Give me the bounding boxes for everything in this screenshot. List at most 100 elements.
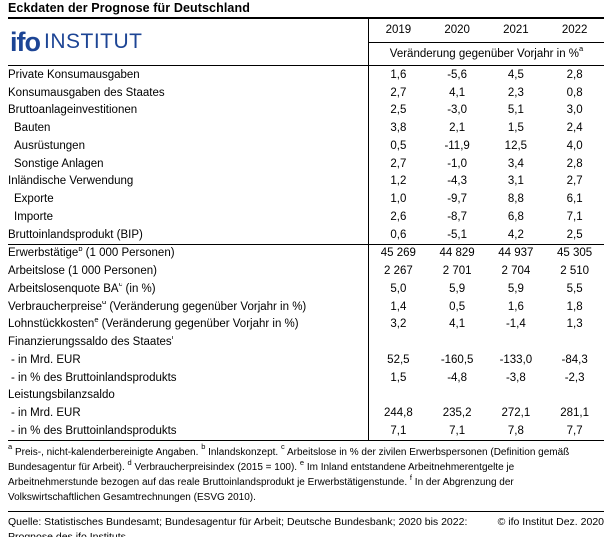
ifo-logo-wordmark: ifo: [10, 26, 41, 57]
table-row: - in % des Bruttoinlandsprodukts 1,5 -4,8 -…: [8, 368, 604, 387]
footnote-marker: d: [101, 300, 107, 306]
value-cell: 3,1: [507, 175, 524, 188]
value-cell: -3,8: [505, 371, 526, 384]
row-label: Lohnstückkostene (Veränderung gegenüber …: [8, 318, 368, 330]
year-column-header: 2021: [503, 24, 529, 37]
row-values: 1,2 -4,3 3,1 2,7: [368, 172, 604, 191]
value-cell: 0,6: [390, 228, 407, 241]
value-cell: 44 829: [439, 247, 475, 260]
footnote-marker: f: [409, 472, 413, 482]
value-cell: -133,0: [499, 353, 533, 366]
value-cell: 2,7: [390, 157, 407, 170]
value-cell: 52,5: [387, 353, 410, 366]
row-values: 2 267 2 701 2 704 2 510: [368, 262, 604, 280]
footnote-marker: c: [280, 442, 285, 452]
row-values: 2,7 -1,0 3,4 2,8: [368, 154, 604, 173]
row-label: Konsumausgaben des Staates: [8, 86, 165, 99]
table-row: Importe 2,6 -8,7 6,8 7,1: [8, 208, 604, 226]
value-cell: 7,8: [507, 424, 524, 437]
row-label: Bruttoanlageinvestitionen: [8, 104, 138, 117]
row-label: Exporte: [14, 193, 54, 206]
value-cell: 2 510: [560, 265, 590, 278]
footnote-marker: b: [78, 247, 83, 253]
value-cell: 2 701: [442, 265, 472, 278]
value-cell: 8,8: [507, 193, 524, 206]
row-label: - in Mrd. EUR: [11, 353, 81, 366]
value-cell: 272,1: [501, 407, 531, 420]
ifo-logo: ifo INSTITUT: [8, 19, 368, 65]
value-cell: 2 267: [383, 265, 413, 278]
row-values: 0,6 -5,1 4,2 2,5: [368, 225, 604, 244]
value-cell: -4,8: [447, 371, 468, 384]
value-cell: 1,8: [566, 300, 583, 313]
row-label: Sonstige Anlagen: [14, 157, 104, 170]
value-cell: 1,5: [390, 371, 407, 384]
table-row: Arbeitslosenquote BAc (in %) 5,0 5,9 5,9 5,5: [8, 280, 604, 298]
source-row: Quelle: Statistisches Bundesamt; Bundesa…: [8, 512, 604, 537]
footnote-marker: a: [579, 43, 584, 53]
value-cell: -5,1: [447, 228, 468, 241]
value-cell: 1,0: [390, 193, 407, 206]
value-cell: 44 937: [498, 247, 534, 260]
value-cell: 244,8: [383, 407, 413, 420]
table-row: Bruttoanlageinvestitionen 2,5 -3,0 5,1 3,0: [8, 101, 604, 120]
value-cell: 4,2: [507, 228, 524, 241]
value-cell: 45 269: [380, 247, 416, 260]
value-cell: -1,4: [505, 318, 526, 331]
row-values: 0,5 -11,9 12,5 4,0: [368, 137, 604, 155]
value-cell: 0,5: [390, 139, 407, 152]
table-row: Konsumausgaben des Staates 2,7 4,1 2,3 0,8: [8, 83, 604, 102]
table-row: Finanzierungssaldo des Staatesf: [8, 333, 604, 351]
table-row: Leistungsbilanzsaldo: [8, 386, 604, 405]
row-values: [368, 386, 604, 405]
value-cell: 7,1: [566, 210, 583, 223]
row-label: - in Mrd. EUR: [11, 407, 81, 420]
value-cell: 6,8: [507, 210, 524, 223]
value-cell: 4,1: [449, 86, 466, 99]
footnote-marker: e: [299, 457, 305, 467]
row-values: 2,5 -3,0 5,1 3,0: [368, 101, 604, 120]
value-cell: 5,9: [507, 282, 524, 295]
table-row: Private Konsumausgaben 1,6 -5,6 4,5 2,8: [8, 66, 604, 84]
row-label: Bruttoinlandsprodukt (BIP): [8, 228, 143, 241]
value-cell: 5,0: [390, 282, 407, 295]
table-row: - in % des Bruttoinlandsprodukts 7,1 7,1 7,…: [8, 422, 604, 440]
row-values: 3,2 4,1 -1,4 1,3: [368, 315, 604, 334]
value-cell: -2,3: [564, 371, 585, 384]
footnote-marker: d: [127, 457, 132, 467]
footnotes: a Preis-, nicht-kalenderbereinigte Angab…: [8, 441, 604, 512]
value-cell: 2,7: [566, 175, 583, 188]
value-cell: 6,1: [566, 193, 583, 206]
value-cell: 2,3: [507, 86, 524, 99]
value-cell: -5,6: [447, 68, 468, 81]
year-column-header: 2020: [444, 24, 470, 37]
row-values: 1,6 -5,6 4,5 2,8: [368, 66, 604, 84]
table-row: Ausrüstungen 0,5 -11,9 12,5 4,0: [8, 137, 604, 155]
table-row: Lohnstückkostene (Veränderung gegenüber …: [8, 315, 604, 334]
footnote-marker: f: [171, 336, 174, 342]
source-text: Quelle: Statistisches Bundesamt; Bundesa…: [8, 515, 468, 537]
table-body: Private Konsumausgaben 1,6 -5,6 4,5 2,8 Konsu…: [8, 66, 604, 441]
value-cell: 3,0: [566, 104, 583, 117]
table-row: - in Mrd. EUR 52,5 -160,5 -133,0 -84,3: [8, 351, 604, 369]
value-cell: 4,1: [449, 318, 466, 331]
table-header: ifo INSTITUT 2019 2020 2021 2022 Veränderun…: [8, 19, 604, 66]
value-cell: 5,1: [507, 104, 524, 117]
value-cell: 2,4: [566, 122, 583, 135]
value-cell: 45 305: [557, 247, 593, 260]
footnote-marker: b: [201, 442, 206, 452]
year-header-row: 2019 2020 2021 2022: [369, 19, 604, 43]
row-values: 3,8 2,1 1,5 2,4: [368, 119, 604, 137]
value-cell: -11,9: [444, 139, 470, 152]
row-label: - in % des Bruttoinlandsprodukts: [11, 424, 177, 437]
value-cell: -160,5: [440, 353, 474, 366]
value-cell: -84,3: [561, 353, 588, 366]
value-cell: 12,5: [504, 139, 528, 152]
value-cell: 1,6: [507, 300, 524, 313]
value-cell: 0,8: [566, 86, 583, 99]
value-cell: 2,7: [390, 86, 407, 99]
value-cell: 5,5: [566, 282, 583, 295]
value-cell: -8,7: [447, 210, 468, 223]
table-row: Exporte 1,0 -9,7 8,8 6,1: [8, 190, 604, 208]
